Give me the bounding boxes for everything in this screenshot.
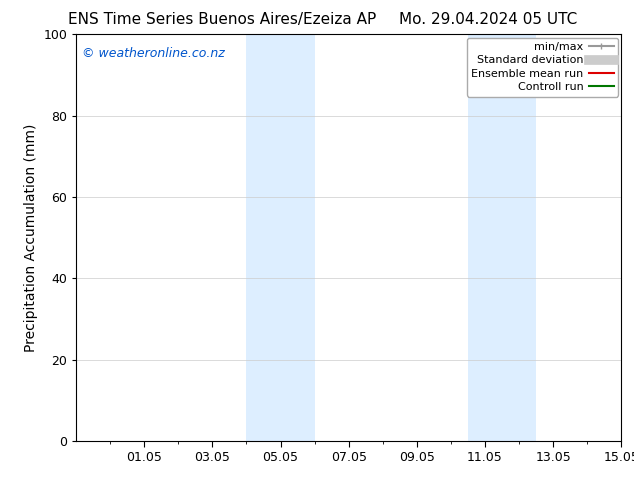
- Text: ENS Time Series Buenos Aires/Ezeiza AP: ENS Time Series Buenos Aires/Ezeiza AP: [68, 12, 376, 27]
- Text: © weatheronline.co.nz: © weatheronline.co.nz: [82, 47, 224, 59]
- Legend: min/max, Standard deviation, Ensemble mean run, Controll run: min/max, Standard deviation, Ensemble me…: [467, 38, 618, 97]
- Y-axis label: Precipitation Accumulation (mm): Precipitation Accumulation (mm): [23, 123, 37, 352]
- Text: Mo. 29.04.2024 05 UTC: Mo. 29.04.2024 05 UTC: [399, 12, 578, 27]
- Bar: [247, 34, 314, 441]
- Bar: [468, 34, 536, 441]
